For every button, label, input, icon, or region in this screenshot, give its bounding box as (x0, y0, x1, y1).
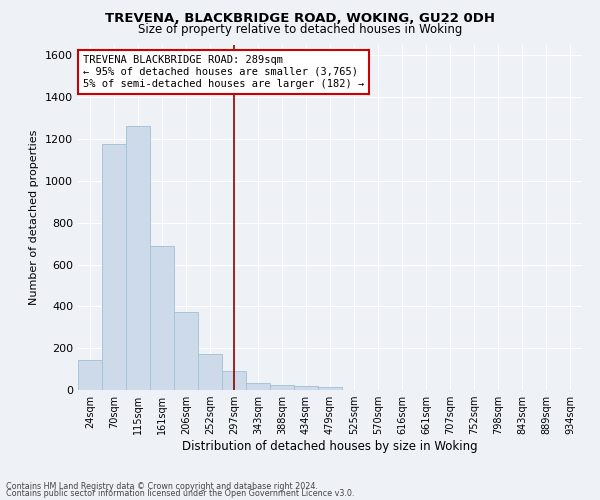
Text: TREVENA, BLACKBRIDGE ROAD, WOKING, GU22 0DH: TREVENA, BLACKBRIDGE ROAD, WOKING, GU22 … (105, 12, 495, 26)
Bar (246, 382, 270, 390)
Y-axis label: Number of detached properties: Number of detached properties (29, 130, 40, 305)
Bar (222, 371, 246, 390)
Text: TREVENA BLACKBRIDGE ROAD: 289sqm
← 95% of detached houses are smaller (3,765)
5%: TREVENA BLACKBRIDGE ROAD: 289sqm ← 95% o… (83, 56, 364, 88)
Text: Contains HM Land Registry data © Crown copyright and database right 2024.: Contains HM Land Registry data © Crown c… (6, 482, 318, 491)
Bar (318, 387, 342, 390)
Bar (78, 360, 102, 390)
Bar (270, 385, 294, 390)
Bar (126, 126, 150, 390)
Bar (198, 354, 222, 390)
Bar (102, 144, 126, 390)
Text: Contains public sector information licensed under the Open Government Licence v3: Contains public sector information licen… (6, 489, 355, 498)
X-axis label: Distribution of detached houses by size in Woking: Distribution of detached houses by size … (182, 440, 478, 453)
Bar (150, 246, 174, 390)
Bar (294, 386, 318, 390)
Text: Size of property relative to detached houses in Woking: Size of property relative to detached ho… (138, 22, 462, 36)
Bar (174, 312, 198, 390)
